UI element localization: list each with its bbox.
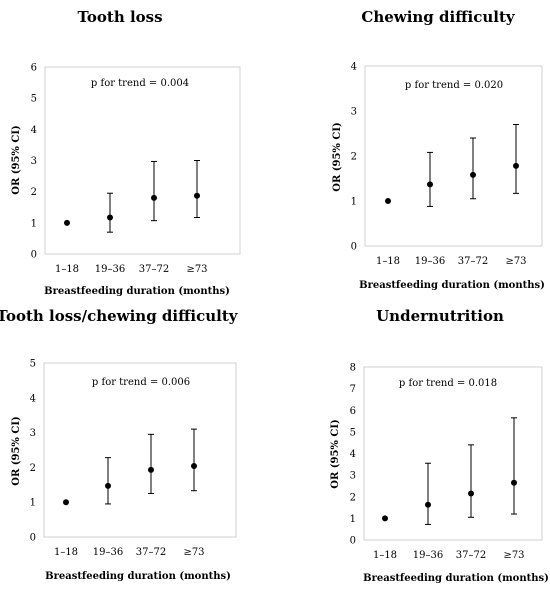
- panel-undernutrition: Undernutrition p for trend = 0.018 OR (9…: [330, 307, 549, 584]
- x-axis-label: Breastfeeding duration (months): [359, 280, 545, 291]
- x-tick-label: 1–18: [376, 256, 400, 267]
- panel-chewing-difficulty: Chewing difficulty p for trend = 0.020 O…: [332, 8, 545, 291]
- data-point: [427, 181, 433, 188]
- y-tick-label: 5: [30, 359, 36, 370]
- y-tick-label: 6: [350, 406, 356, 417]
- plot-frame: [363, 366, 543, 541]
- y-axis-label: OR (95% CI): [11, 125, 22, 195]
- x-axis-label: Breastfeeding duration (months): [363, 573, 549, 584]
- y-tick-label: 1: [350, 514, 356, 525]
- x-tick-label: ≥73: [186, 264, 207, 275]
- y-axis-label: OR (95% CI): [332, 122, 343, 192]
- y-tick-label: 4: [350, 449, 356, 460]
- data-point: [511, 479, 517, 486]
- y-tick-label: 5: [31, 94, 37, 105]
- x-tick-label: ≥73: [505, 256, 526, 267]
- y-tick-label: 8: [350, 363, 356, 374]
- y-tick-label: 1: [31, 218, 37, 229]
- x-tick-label: 37–72: [139, 264, 169, 275]
- data-point: [105, 482, 111, 489]
- data-point: [425, 501, 431, 508]
- data-point: [382, 515, 388, 522]
- x-tick-label: 37–72: [136, 547, 166, 558]
- y-tick-label: 2: [31, 187, 37, 198]
- data-point: [191, 463, 197, 470]
- y-tick-label: 4: [31, 125, 37, 136]
- x-axis-label: Breastfeeding duration (months): [45, 571, 231, 582]
- chart-title: Undernutrition: [376, 307, 504, 325]
- y-tick-label: 4: [351, 62, 357, 73]
- trend-annotation: p for trend = 0.020: [405, 80, 503, 91]
- x-tick-label: 19–36: [415, 256, 445, 267]
- x-tick-label: 37–72: [456, 550, 486, 561]
- y-tick-label: 7: [350, 384, 356, 395]
- data-point: [151, 194, 157, 201]
- y-axis-label: OR (95% CI): [11, 416, 22, 486]
- y-tick-label: 0: [31, 250, 37, 261]
- y-tick-label: 0: [351, 242, 357, 253]
- data-point: [148, 466, 154, 473]
- y-tick-label: 1: [30, 498, 36, 509]
- y-tick-label: 3: [350, 471, 356, 482]
- x-tick-label: 19–36: [413, 550, 443, 561]
- data-point: [468, 490, 474, 497]
- y-tick-label: 0: [350, 536, 356, 547]
- data-point: [63, 499, 69, 506]
- trend-annotation: p for trend = 0.018: [399, 378, 497, 389]
- y-tick-label: 2: [351, 152, 357, 163]
- chart-title: Tooth loss: [77, 8, 162, 26]
- x-tick-label: 19–36: [95, 264, 125, 275]
- y-tick-label: 1: [351, 197, 357, 208]
- x-tick-label: ≥73: [183, 547, 204, 558]
- y-tick-label: 2: [30, 463, 36, 474]
- y-tick-label: 6: [31, 63, 37, 74]
- y-tick-label: 3: [30, 428, 36, 439]
- plot-frame: [43, 362, 237, 538]
- y-axis-label: OR (95% CI): [330, 419, 341, 489]
- x-tick-label: 1–18: [54, 547, 78, 558]
- y-tick-label: 0: [30, 533, 36, 544]
- x-tick-label: 37–72: [458, 256, 488, 267]
- data-point: [107, 214, 113, 221]
- y-tick-label: 3: [351, 107, 357, 118]
- x-tick-label: ≥73: [503, 550, 524, 561]
- plot-frame: [364, 65, 543, 247]
- data-point: [385, 198, 391, 204]
- x-axis-label: Breastfeeding duration (months): [44, 286, 230, 297]
- x-tick-label: 1–18: [373, 550, 397, 561]
- y-tick-label: 4: [30, 393, 36, 404]
- trend-annotation: p for trend = 0.006: [92, 377, 190, 388]
- y-tick-label: 2: [350, 492, 356, 503]
- data-point: [470, 171, 476, 178]
- x-tick-label: 1–18: [55, 264, 79, 275]
- y-tick-label: 5: [350, 427, 356, 438]
- data-point: [513, 162, 519, 169]
- panel-tooth-loss: Tooth loss p for trend = 0.004 OR (95% C…: [11, 8, 241, 297]
- chart-title: Tooth loss/chewing difficulty: [0, 307, 239, 325]
- data-point: [64, 219, 70, 226]
- plot-frame: [44, 66, 241, 255]
- x-tick-label: 19–36: [93, 547, 123, 558]
- trend-annotation: p for trend = 0.004: [91, 78, 189, 89]
- panel-tooth-loss-chewing-difficulty: Tooth loss/chewing difficulty p for tren…: [0, 307, 239, 582]
- data-point: [194, 192, 200, 199]
- y-tick-label: 3: [31, 156, 37, 167]
- chart-title: Chewing difficulty: [361, 8, 515, 26]
